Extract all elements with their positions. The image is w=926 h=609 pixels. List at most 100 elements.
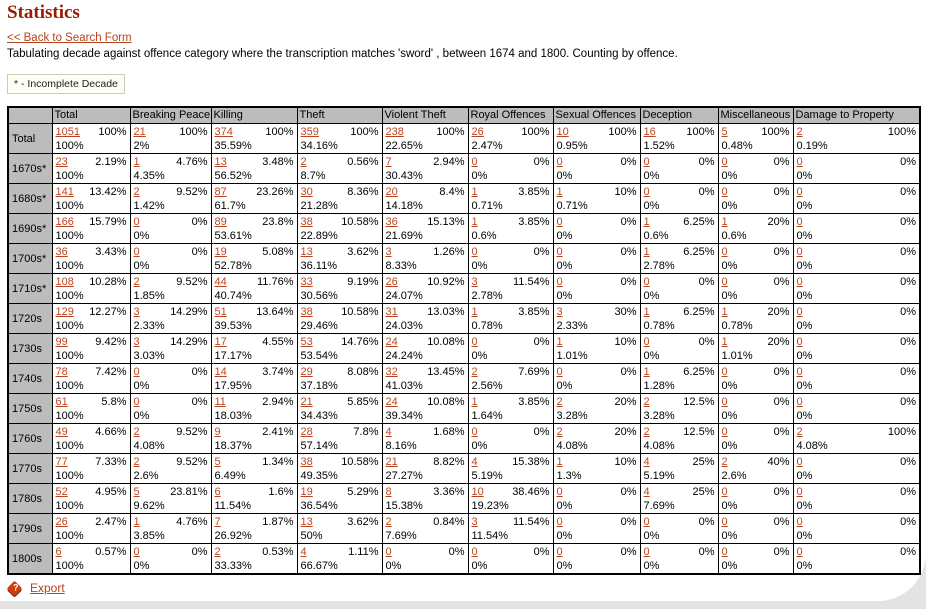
count-link[interactable]: 4 xyxy=(643,486,650,498)
count-link[interactable]: 1 xyxy=(643,366,650,378)
count-link[interactable]: 3 xyxy=(385,246,392,258)
count-link[interactable]: 1 xyxy=(721,306,728,318)
count-link[interactable]: 2 xyxy=(556,426,563,438)
count-link[interactable]: 24 xyxy=(385,336,398,348)
count-link[interactable]: 17 xyxy=(214,336,227,348)
count-link[interactable]: 0 xyxy=(721,426,728,438)
count-link[interactable]: 0 xyxy=(556,216,563,228)
count-link[interactable]: 2 xyxy=(643,396,650,408)
count-link[interactable]: 2 xyxy=(385,516,392,528)
count-link[interactable]: 0 xyxy=(796,246,803,258)
count-link[interactable]: 3 xyxy=(471,276,478,288)
count-link[interactable]: 0 xyxy=(133,246,140,258)
count-link[interactable]: 0 xyxy=(796,216,803,228)
count-link[interactable]: 0 xyxy=(133,366,140,378)
count-link[interactable]: 0 xyxy=(385,546,392,558)
count-link[interactable]: 7 xyxy=(214,516,221,528)
count-link[interactable]: 1 xyxy=(471,396,478,408)
count-link[interactable]: 1051 xyxy=(55,126,80,138)
count-link[interactable]: 21 xyxy=(300,396,313,408)
count-link[interactable]: 0 xyxy=(796,306,803,318)
count-link[interactable]: 0 xyxy=(556,246,563,258)
count-link[interactable]: 4 xyxy=(643,456,650,468)
count-link[interactable]: 0 xyxy=(796,396,803,408)
count-link[interactable]: 5 xyxy=(214,456,221,468)
count-link[interactable]: 36 xyxy=(385,216,398,228)
count-link[interactable]: 0 xyxy=(471,156,478,168)
count-link[interactable]: 2 xyxy=(133,276,140,288)
count-link[interactable]: 29 xyxy=(300,366,313,378)
count-link[interactable]: 0 xyxy=(556,486,563,498)
count-link[interactable]: 0 xyxy=(721,156,728,168)
count-link[interactable]: 36 xyxy=(55,246,68,258)
count-link[interactable]: 0 xyxy=(643,186,650,198)
count-link[interactable]: 1 xyxy=(556,456,563,468)
count-link[interactable]: 1 xyxy=(471,186,478,198)
count-link[interactable]: 0 xyxy=(721,486,728,498)
count-link[interactable]: 0 xyxy=(133,216,140,228)
count-link[interactable]: 1 xyxy=(133,156,140,168)
count-link[interactable]: 6 xyxy=(55,546,62,558)
count-link[interactable]: 38 xyxy=(300,456,313,468)
count-link[interactable]: 31 xyxy=(385,306,398,318)
count-link[interactable]: 0 xyxy=(133,396,140,408)
count-link[interactable]: 33 xyxy=(300,276,313,288)
count-link[interactable]: 0 xyxy=(643,336,650,348)
count-link[interactable]: 2 xyxy=(133,186,140,198)
count-link[interactable]: 0 xyxy=(721,396,728,408)
count-link[interactable]: 0 xyxy=(721,546,728,558)
count-link[interactable]: 3 xyxy=(471,516,478,528)
count-link[interactable]: 0 xyxy=(643,156,650,168)
count-link[interactable]: 238 xyxy=(385,126,404,138)
count-link[interactable]: 5 xyxy=(721,126,728,138)
count-link[interactable]: 2 xyxy=(556,396,563,408)
count-link[interactable]: 20 xyxy=(385,186,398,198)
count-link[interactable]: 99 xyxy=(55,336,68,348)
count-link[interactable]: 0 xyxy=(796,516,803,528)
count-link[interactable]: 1 xyxy=(643,216,650,228)
count-link[interactable]: 0 xyxy=(471,426,478,438)
count-link[interactable]: 53 xyxy=(300,336,313,348)
count-link[interactable]: 26 xyxy=(471,126,484,138)
count-link[interactable]: 0 xyxy=(556,276,563,288)
help-icon[interactable]: ? xyxy=(6,580,23,596)
count-link[interactable]: 129 xyxy=(55,306,74,318)
count-link[interactable]: 4 xyxy=(385,426,392,438)
count-link[interactable]: 0 xyxy=(796,366,803,378)
count-link[interactable]: 28 xyxy=(300,426,313,438)
count-link[interactable]: 21 xyxy=(133,126,146,138)
count-link[interactable]: 8 xyxy=(385,486,392,498)
count-link[interactable]: 0 xyxy=(643,516,650,528)
count-link[interactable]: 23 xyxy=(55,156,68,168)
count-link[interactable]: 10 xyxy=(471,486,484,498)
count-link[interactable]: 2 xyxy=(133,426,140,438)
count-link[interactable]: 77 xyxy=(55,456,68,468)
count-link[interactable]: 5 xyxy=(133,486,140,498)
count-link[interactable]: 0 xyxy=(721,516,728,528)
count-link[interactable]: 4 xyxy=(300,546,307,558)
count-link[interactable]: 1 xyxy=(556,336,563,348)
count-link[interactable]: 13 xyxy=(214,156,227,168)
count-link[interactable]: 0 xyxy=(796,486,803,498)
count-link[interactable]: 1 xyxy=(721,336,728,348)
count-link[interactable]: 1 xyxy=(643,306,650,318)
count-link[interactable]: 9 xyxy=(214,426,221,438)
count-link[interactable]: 2 xyxy=(300,156,307,168)
count-link[interactable]: 0 xyxy=(556,366,563,378)
count-link[interactable]: 3 xyxy=(133,306,140,318)
count-link[interactable]: 87 xyxy=(214,186,227,198)
count-link[interactable]: 30 xyxy=(300,186,313,198)
count-link[interactable]: 166 xyxy=(55,216,74,228)
count-link[interactable]: 14 xyxy=(214,366,227,378)
count-link[interactable]: 0 xyxy=(643,546,650,558)
count-link[interactable]: 89 xyxy=(214,216,227,228)
count-link[interactable]: 7 xyxy=(385,156,392,168)
count-link[interactable]: 0 xyxy=(796,276,803,288)
count-link[interactable]: 0 xyxy=(796,546,803,558)
count-link[interactable]: 11 xyxy=(214,396,226,408)
count-link[interactable]: 2 xyxy=(796,426,803,438)
count-link[interactable]: 6 xyxy=(214,486,221,498)
count-link[interactable]: 1 xyxy=(471,306,478,318)
count-link[interactable]: 19 xyxy=(214,246,227,258)
count-link[interactable]: 0 xyxy=(796,336,803,348)
